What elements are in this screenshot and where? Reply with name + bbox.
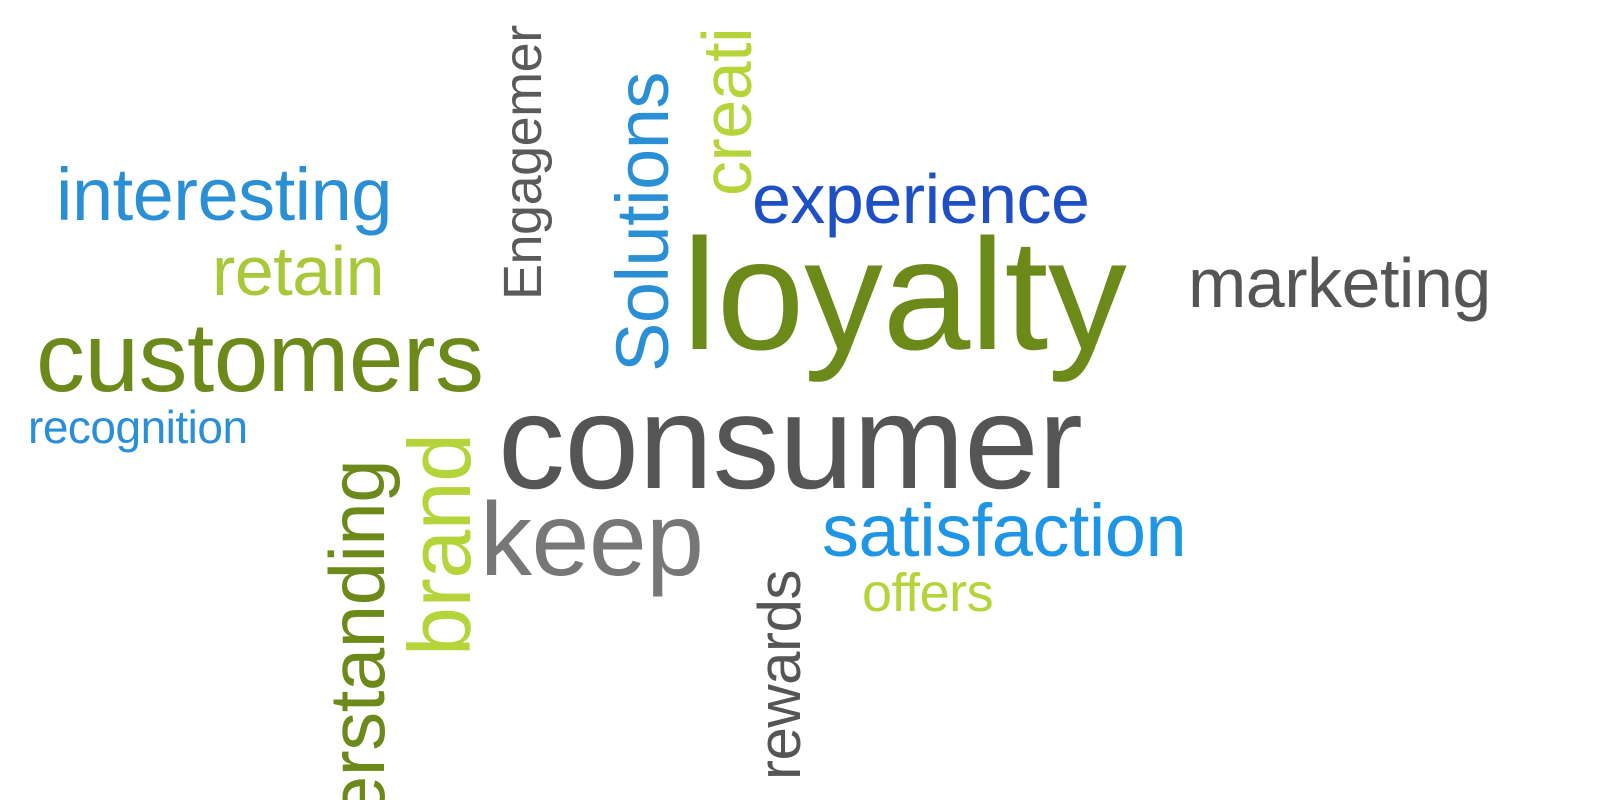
word-understanding: derstanding (313, 459, 401, 800)
word-offers: offers (862, 563, 994, 623)
word-retain: retain (212, 232, 385, 310)
word-consumer: consumer (498, 368, 1083, 517)
word-customers: customers (36, 302, 484, 412)
word-experience: experience (752, 160, 1090, 238)
word-engagement: Engagemer (493, 25, 553, 300)
word-recognition: recognition (28, 401, 248, 453)
word-interesting: interesting (56, 153, 392, 236)
word-satisfaction: satisfaction (822, 489, 1187, 572)
word-loyalty: loyalty (682, 207, 1127, 383)
word-keep: keep (480, 482, 704, 598)
word-brand: brand (390, 433, 489, 656)
word-marketing: marketing (1188, 244, 1491, 322)
word-rewards: rewards (746, 570, 813, 780)
word-solutions: Solutions (601, 72, 684, 372)
